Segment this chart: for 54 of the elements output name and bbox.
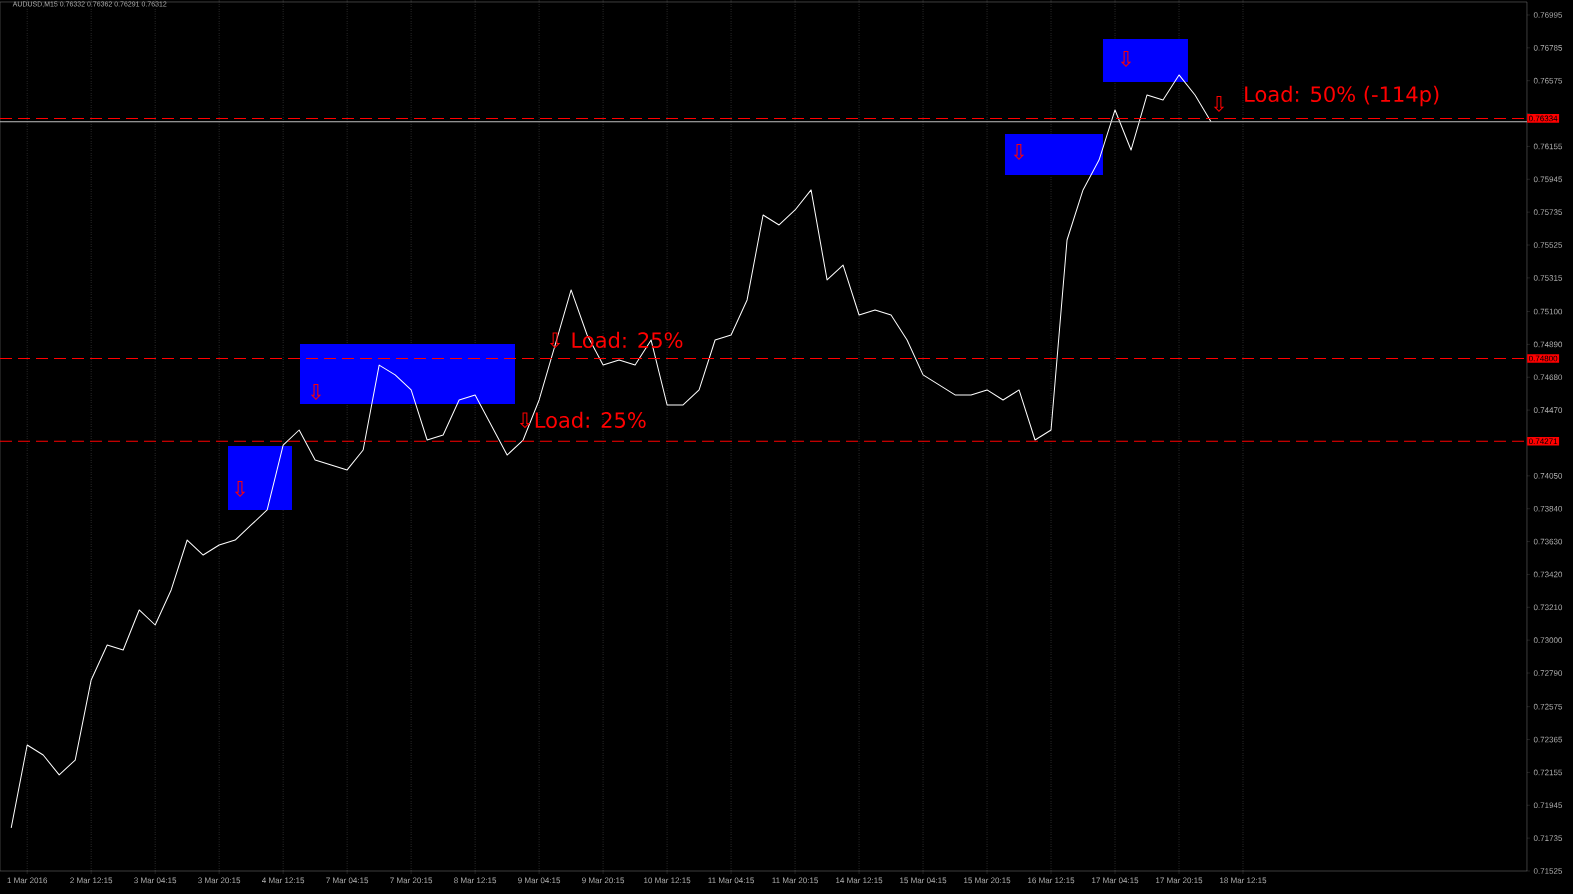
annotation: ⇩: [1013, 144, 1025, 160]
x-tick-label: 3 Mar 20:15: [198, 877, 241, 884]
y-tick-label: 0.73000: [1533, 637, 1563, 643]
x-tick-label: 16 Mar 12:15: [1028, 877, 1075, 884]
y-tick-label: 0.75735: [1533, 209, 1563, 215]
x-tick-label: 15 Mar 04:15: [900, 877, 947, 884]
x-tick-label: 18 Mar 12:15: [1220, 877, 1267, 884]
y-tick-label: 0.75525: [1533, 242, 1563, 248]
y-tick-label: 0.75315: [1533, 275, 1563, 281]
ref-line-label: 0.74271: [1528, 438, 1558, 445]
x-tick-label: 4 Mar 12:15: [262, 877, 305, 884]
annotation: ⇩: [1213, 96, 1225, 112]
y-tick-label: 0.73420: [1533, 571, 1563, 578]
ref-line-label: 0.74800: [1528, 355, 1558, 362]
ref-line-label: 0.76334: [1528, 115, 1558, 122]
x-tick-label: 11 Mar 20:15: [772, 877, 818, 884]
y-tick-label: 0.76575: [1533, 77, 1563, 84]
x-tick-label: 8 Mar 12:15: [454, 877, 497, 884]
y-tick-label: 0.74680: [1533, 374, 1563, 381]
y-tick-label: 0.75100: [1533, 308, 1563, 315]
y-tick-label: 0.74470: [1533, 407, 1563, 413]
y-tick-label: 0.74050: [1533, 473, 1563, 479]
x-tick-label: 9 Mar 04:15: [518, 877, 561, 884]
x-tick-label: 11 Mar 04:15: [708, 877, 755, 884]
y-tick-label: 0.72365: [1533, 736, 1563, 743]
x-tick-label: 10 Mar 12:15: [644, 877, 691, 884]
x-tick-label: 15 Mar 20:15: [964, 877, 1011, 884]
x-tick-label: 7 Mar 04:15: [326, 877, 369, 884]
y-tick-label: 0.71735: [1533, 835, 1563, 841]
y-tick-label: 0.73210: [1533, 604, 1563, 611]
y-tick-label: 0.76785: [1533, 45, 1563, 51]
y-tick-label: 0.72575: [1533, 703, 1563, 710]
y-tick-label: 0.76155: [1533, 143, 1563, 150]
x-tick-label: 3 Mar 04:15: [134, 877, 177, 884]
x-tick-label: 14 Mar 12:15: [836, 877, 883, 884]
x-tick-label: 17 Mar 20:15: [1156, 877, 1203, 884]
y-tick-label: 0.71525: [1533, 868, 1563, 874]
x-tick-label: 2 Mar 12:15: [70, 877, 113, 884]
y-tick-label: 0.76995: [1533, 12, 1563, 18]
annotation: ⇩: [310, 384, 322, 400]
y-tick-label: 0.72155: [1533, 769, 1563, 776]
annotation: Load: 50% (-114p): [1245, 85, 1439, 107]
annotation: ⇩: [234, 481, 246, 497]
y-tick-label: 0.74890: [1533, 341, 1563, 348]
y-tick-label: 0.73630: [1533, 538, 1563, 545]
annotation: ⇩: [1120, 51, 1132, 67]
x-tick-label: 1 Mar 2016: [7, 877, 48, 884]
y-tick-label: 0.72790: [1533, 670, 1563, 676]
y-tick-label: 0.71945: [1533, 802, 1563, 809]
y-tick-label: 0.75945: [1533, 176, 1563, 183]
x-tick-label: 7 Mar 20:15: [390, 877, 433, 884]
y-tick-label: 0.73840: [1533, 505, 1563, 512]
x-tick-label: 17 Mar 04:15: [1092, 877, 1139, 884]
x-tick-label: 9 Mar 20:15: [582, 877, 625, 884]
